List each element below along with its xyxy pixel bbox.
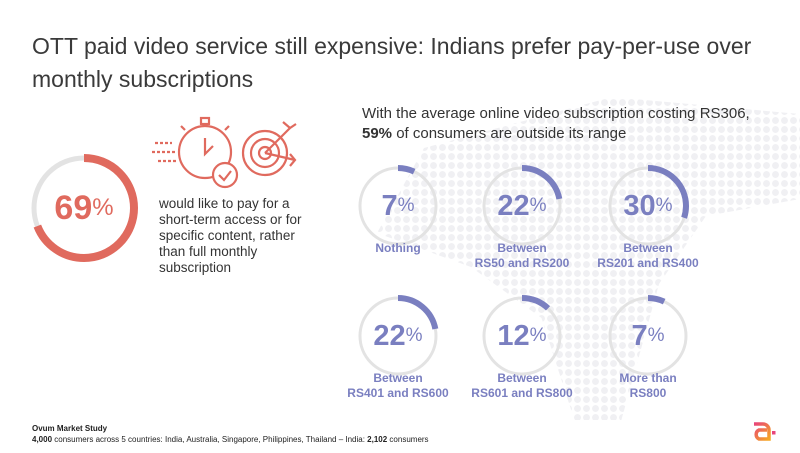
footer-source: Ovum Market Study 4,000 consumers across… [32,423,429,445]
range-percent: 22% [497,189,547,222]
headline-percent: 69% [54,188,114,227]
range-percent: 7% [381,189,415,222]
ring-arc [607,295,689,377]
range-percent: 22% [373,319,423,352]
range-ring: 7% [353,161,443,251]
headline-description: would like to pay for a short-term acces… [159,196,302,275]
range-percent: 7% [631,319,665,352]
headline-ring-arc [30,154,138,262]
range-ring: 22% [477,161,567,251]
range-label: More than RS800 [619,371,677,400]
range-ring: 7% [603,291,693,381]
range-ring: 12% [477,291,567,381]
ring-arc [481,295,563,377]
range-label: Between RS601 and RS800 [471,371,573,400]
brand-logo [754,422,776,441]
range-percent: 30% [623,189,673,222]
source-title: Ovum Market Study [32,424,108,433]
ring-arc [607,165,689,247]
range-ring: 30% [603,161,693,251]
range-label: Between RS201 and RS400 [597,241,699,270]
range-label: Between RS401 and RS600 [347,371,449,400]
ring-arc [357,165,439,247]
ring-arc [481,165,563,247]
source-details: 4,000 consumers across 5 countries: Indi… [32,435,429,444]
subheading: With the average online video subscripti… [362,105,750,142]
range-label: Between RS50 and RS200 [474,241,570,270]
range-label: Nothing [375,241,421,255]
range-ring: 22% [353,291,443,381]
range-percent: 12% [497,319,547,352]
page-title: OTT paid video service still expensive: … [32,33,752,92]
stopwatch-target-icon [152,116,297,189]
headline-ring [30,154,138,262]
ring-arc [357,295,439,377]
